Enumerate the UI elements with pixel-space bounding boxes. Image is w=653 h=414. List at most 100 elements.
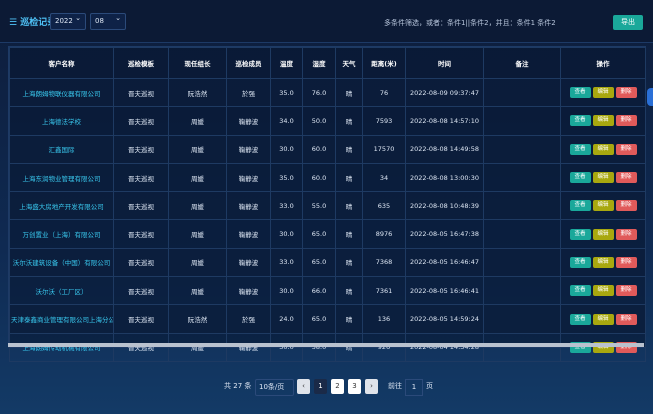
cell: 65.0: [302, 247, 336, 278]
action-button[interactable]: 查看: [569, 200, 591, 212]
cell: 2022-08-05 16:46:41: [405, 276, 484, 306]
cell: 926: [362, 332, 406, 362]
column-header: 现任组长: [168, 47, 227, 79]
action-button[interactable]: 编辑: [592, 172, 614, 184]
cell: 66.0: [302, 276, 336, 306]
cell: 鞠静波: [226, 247, 271, 278]
cell: 24.0: [270, 304, 303, 334]
action-button[interactable]: 删除: [615, 200, 637, 212]
records-table: 客户名称 巡检模板 现任组长 巡检成员 温度 湿度 天气 距离(米) 时间 备注 操作 上海朗姆物联…: [9, 47, 646, 362]
customer-name: 沃尔沃建筑设备（中国）有限公司: [9, 247, 114, 278]
next-button[interactable]: ›: [365, 379, 378, 394]
toolbar: ☰ 巡检记录 2022 08 多条件筛选，或者：条件1||条件2，并且：条件1 …: [0, 0, 653, 43]
page-button[interactable]: 2: [331, 379, 344, 394]
action-button[interactable]: 编辑: [592, 228, 614, 240]
cell: 晋夫巡视: [113, 106, 169, 136]
year-select[interactable]: 2022: [50, 11, 86, 30]
customer-name: 上海朗姆物联仪器有限公司: [9, 77, 114, 108]
action-button[interactable]: 查看: [569, 172, 591, 184]
action-button[interactable]: 删除: [615, 172, 637, 184]
action-button[interactable]: 删除: [615, 313, 637, 325]
remark-cell: [483, 276, 561, 306]
remark-cell: [483, 332, 561, 362]
action-button[interactable]: 编辑: [592, 200, 614, 212]
month-select[interactable]: 08: [90, 11, 126, 30]
actions-cell: 查看编辑删除: [560, 106, 646, 136]
cell: 30.0: [270, 276, 303, 306]
action-button[interactable]: 编辑: [592, 285, 614, 297]
side-toggle[interactable]: [647, 88, 653, 106]
cell: 2022-08-09 09:37:47: [405, 77, 484, 108]
action-button[interactable]: 查看: [569, 228, 591, 240]
cell: 30.0: [270, 332, 303, 362]
filter-hint: 多条件筛选，或者：条件1||条件2，并且：条件1 条件2: [384, 19, 556, 27]
cell: 55.0: [302, 191, 336, 221]
action-button[interactable]: 删除: [615, 115, 637, 127]
action-button[interactable]: 查看: [569, 313, 591, 325]
action-button[interactable]: 查看: [569, 256, 591, 268]
customer-name: 汇鑫国际: [9, 134, 114, 164]
cell: 8976: [362, 219, 406, 249]
cell: 阮浩然: [168, 304, 227, 334]
cell: 65.0: [302, 304, 336, 334]
cell: 於强: [226, 304, 271, 334]
cell: 33.0: [270, 191, 303, 221]
cell: 76: [362, 77, 406, 108]
remark-cell: [483, 191, 561, 221]
action-button[interactable]: 删除: [615, 87, 637, 99]
action-button[interactable]: 编辑: [592, 313, 614, 325]
action-button[interactable]: 编辑: [592, 115, 614, 127]
actions-cell: 查看编辑删除: [560, 134, 646, 164]
table-row: 汇鑫国际 晋夫巡视 周媛 鞠静波 30.0 60.0 晴 17570 2022-08-08 14…: [9, 134, 646, 164]
action-button[interactable]: 编辑: [592, 87, 614, 99]
column-header: 天气: [335, 47, 363, 79]
cell: 2022-08-08 10:48:39: [405, 191, 484, 221]
goto-prefix: 前往: [388, 382, 402, 390]
prev-button[interactable]: ‹: [297, 379, 310, 394]
action-button[interactable]: 删除: [615, 285, 637, 297]
cell: 晴: [335, 77, 363, 108]
cell: 50.0: [302, 106, 336, 136]
cell: 60.0: [302, 162, 336, 193]
cell: 晋夫巡视: [113, 247, 169, 278]
action-button[interactable]: 查看: [569, 115, 591, 127]
goto-input[interactable]: 1: [405, 379, 423, 396]
total-count: 27: [233, 382, 243, 390]
cell: 鞠静波: [226, 162, 271, 193]
action-button[interactable]: 查看: [569, 87, 591, 99]
action-button[interactable]: 查看: [569, 285, 591, 297]
customer-name: 天津泰鑫商业管理有限公司上海分公司: [9, 304, 114, 334]
cell: 晴: [335, 247, 363, 278]
actions-cell: 查看编辑删除: [560, 191, 646, 221]
page-size-select[interactable]: 10条/页: [255, 379, 294, 396]
cell: 晴: [335, 304, 363, 334]
column-header: 巡检成员: [226, 47, 271, 79]
action-button[interactable]: 删除: [615, 228, 637, 240]
cell: 2022-08-08 14:57:10: [405, 106, 484, 136]
cell: 136: [362, 304, 406, 334]
cell: 60.0: [302, 134, 336, 164]
h-scrollbar[interactable]: [8, 343, 644, 347]
page-button[interactable]: 3: [348, 379, 361, 394]
action-button[interactable]: 查看: [569, 143, 591, 155]
remark-cell: [483, 134, 561, 164]
page-button[interactable]: 1: [314, 379, 327, 394]
actions-cell: 查看编辑删除: [560, 276, 646, 306]
action-button[interactable]: 删除: [615, 256, 637, 268]
actions-cell: 查看编辑删除: [560, 304, 646, 334]
header-row: 客户名称 巡检模板 现任组长 巡检成员 温度 湿度 天气 距离(米) 时间 备注 操作: [9, 47, 646, 79]
action-button[interactable]: 编辑: [592, 143, 614, 155]
column-header: 时间: [405, 47, 484, 79]
action-button[interactable]: 删除: [615, 143, 637, 155]
cell: 周媛: [168, 276, 227, 306]
action-button[interactable]: 编辑: [592, 256, 614, 268]
actions-cell: 查看编辑删除: [560, 162, 646, 193]
export-button[interactable]: 导出: [613, 15, 643, 30]
column-header: 备注: [483, 47, 561, 79]
remark-cell: [483, 77, 561, 108]
cell: 7593: [362, 106, 406, 136]
actions-cell: 查看编辑删除: [560, 247, 646, 278]
cell: 17570: [362, 134, 406, 164]
column-header: 客户名称: [9, 47, 114, 79]
